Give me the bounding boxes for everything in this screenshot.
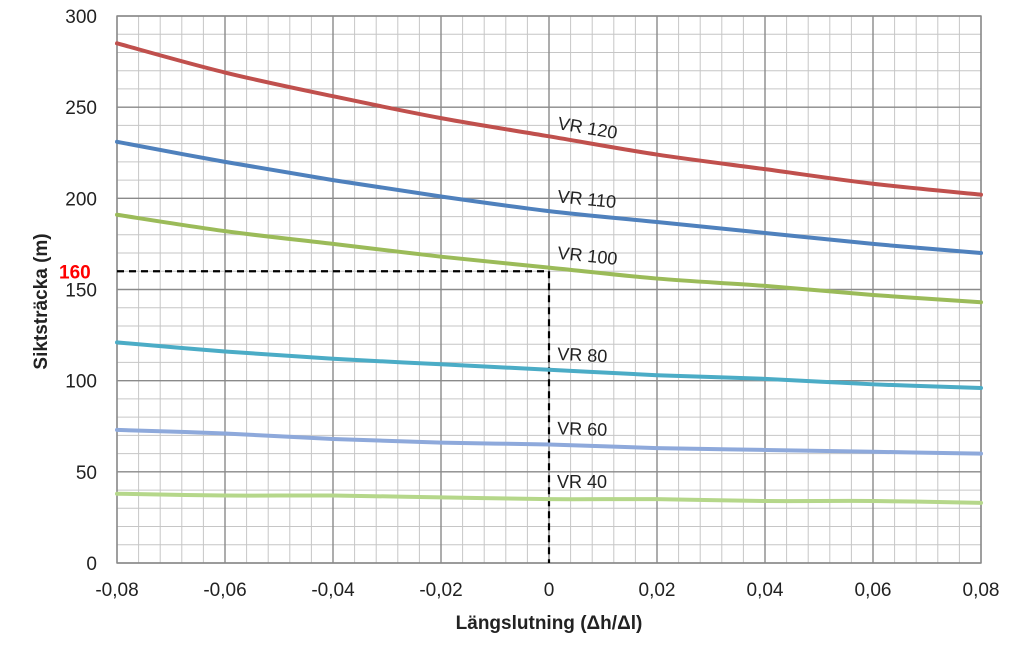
series-lines [115,41,983,505]
x-tick-label: 0,04 [747,580,784,601]
series-line-vr-40 [115,491,983,505]
x-tick-label: -0,02 [419,580,462,601]
y-tick-label: 250 [65,98,97,119]
y-tick-label: 300 [65,7,97,28]
reference-lines: 160 [59,262,551,563]
x-tick-label: 0,02 [639,580,676,601]
y-tick-label: 0 [86,554,97,575]
x-tick-label: -0,06 [203,580,246,601]
x-tick-label: -0,04 [311,580,355,601]
y-axis-title: Siktsträcka (m) [31,233,52,369]
series-line-vr-110 [115,139,983,256]
series-line-vr-100 [115,212,983,305]
x-axis-title: Längslutning (Δh/Δl) [456,613,643,634]
series-label-vr-40: VR 40 [557,472,607,492]
series-line-vr-120 [115,41,983,197]
series-line-vr-80 [115,340,983,390]
x-tick-label: -0,08 [95,580,138,601]
reference-value-label: 160 [59,262,91,283]
series-label-vr-80: VR 80 [557,344,608,367]
y-tick-label: 100 [65,372,97,393]
series-label-vr-60: VR 60 [557,418,608,440]
y-tick-label: 150 [65,281,97,302]
x-tick-label: 0 [544,580,555,601]
y-tick-label: 50 [76,463,97,484]
series-line-vr-60 [115,427,983,456]
x-axis-tick-labels: -0,08 -0,06 -0,04 -0,02 0 0,02 0,04 0,06 0,08 [95,580,999,601]
x-tick-label: 0,08 [963,580,1000,601]
x-tick-label: 0,06 [855,580,892,601]
y-tick-label: 200 [65,189,97,210]
y-axis-tick-labels: 0 50 100 150 200 250 300 [65,7,97,575]
